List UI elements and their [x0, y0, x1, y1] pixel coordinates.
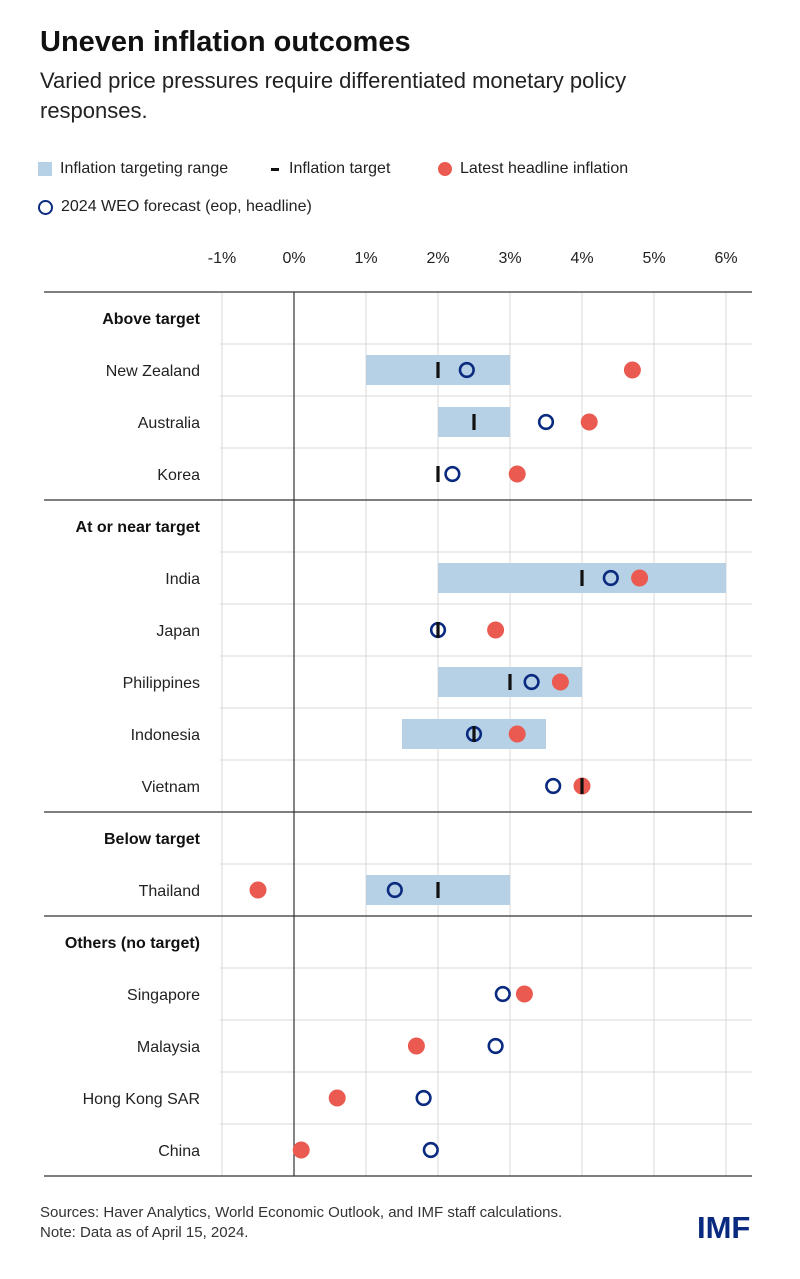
legend-range-swatch	[38, 162, 52, 176]
forecast-circle	[487, 1037, 504, 1055]
inflation-target-tick	[436, 882, 440, 898]
latest-inflation-dot	[508, 465, 526, 483]
legend-latest: Latest headline inflation	[438, 160, 628, 178]
inflation-target-tick	[436, 622, 440, 638]
inflation-target-tick	[580, 570, 584, 586]
legend-forecast-label: 2024 WEO forecast (eop, headline)	[61, 198, 312, 215]
country-label: Malaysia	[137, 1039, 200, 1056]
forecast-circle	[422, 1141, 439, 1159]
x-tick-label: 0%	[282, 250, 305, 267]
x-tick-label: 2%	[426, 250, 449, 267]
legend-range-label: Inflation targeting range	[60, 160, 229, 177]
legend-latest-swatch	[438, 162, 452, 176]
forecast-circle	[602, 569, 619, 587]
legend-target-swatch	[271, 167, 279, 171]
legend-target: Inflation target	[271, 160, 390, 178]
legend-forecast: 2024 WEO forecast (eop, headline)	[38, 198, 312, 216]
forecast-circle	[545, 777, 562, 795]
latest-inflation-dot	[508, 725, 526, 743]
sources-note: Sources: Haver Analytics, World Economic…	[40, 1204, 563, 1221]
country-label: New Zealand	[106, 363, 200, 380]
chart-subtitle: Varied price pressures require different…	[40, 68, 627, 123]
latest-inflation-dot	[631, 569, 649, 587]
latest-inflation-dot	[328, 1089, 346, 1107]
country-label: Australia	[138, 415, 200, 432]
latest-inflation-dot	[292, 1141, 310, 1159]
legend-range: Inflation targeting range	[38, 160, 228, 178]
latest-inflation-dot	[487, 621, 505, 639]
country-label: Vietnam	[142, 779, 200, 796]
latest-inflation-dot	[623, 361, 641, 379]
latest-inflation-dot	[249, 881, 267, 899]
chart-title: Uneven inflation outcomes	[40, 26, 411, 58]
x-tick-label: 6%	[714, 250, 737, 267]
country-label: Philippines	[123, 675, 200, 692]
legend-latest-label: Latest headline inflation	[460, 160, 629, 177]
chart-footer: Sources: Haver Analytics, World Economic…	[40, 1203, 562, 1243]
inflation-target-tick	[436, 466, 440, 482]
legend-forecast-swatch	[38, 199, 53, 215]
inflation-chart: -1% 0% 1% 2% 3% 4% 5% 6% Above target New Zealand…	[44, 250, 752, 1177]
inflation-target-tick	[580, 778, 584, 794]
legend-target-label: Inflation target	[289, 160, 391, 177]
latest-inflation-dot	[515, 985, 533, 1003]
x-tick-label: 4%	[570, 250, 593, 267]
forecast-circle	[523, 673, 540, 691]
inflation-target-tick	[508, 674, 512, 690]
inflation-target-tick	[436, 362, 440, 378]
country-label: China	[158, 1143, 200, 1160]
group-heading: Below target	[104, 831, 201, 848]
x-tick-label: 5%	[642, 250, 665, 267]
country-label: India	[165, 571, 200, 588]
country-label: Hong Kong SAR	[83, 1091, 200, 1108]
latest-inflation-dot	[407, 1037, 425, 1055]
inflation-target-tick	[472, 726, 476, 742]
forecast-circle	[494, 985, 511, 1003]
group-heading: At or near target	[76, 519, 201, 536]
imf-logo: IMF	[697, 1210, 751, 1245]
inflation-target-tick	[472, 414, 476, 430]
country-label: Japan	[156, 623, 200, 640]
x-tick-label: -1%	[208, 250, 236, 267]
country-label: Singapore	[127, 987, 200, 1004]
group-heading: Others (no target)	[65, 935, 200, 952]
group-heading: Above target	[102, 311, 200, 328]
country-label: Thailand	[139, 883, 200, 900]
x-tick-label: 1%	[354, 250, 377, 267]
forecast-circle	[386, 881, 403, 899]
forecast-circle	[415, 1089, 432, 1107]
data-date-note: Note: Data as of April 15, 2024.	[40, 1224, 249, 1241]
forecast-circle	[537, 413, 555, 431]
forecast-circle	[444, 465, 461, 483]
country-label: Korea	[157, 467, 200, 484]
latest-inflation-dot	[580, 413, 598, 431]
x-tick-label: 3%	[498, 250, 521, 267]
latest-inflation-dot	[551, 673, 569, 691]
forecast-circle	[458, 361, 475, 379]
country-label: Indonesia	[131, 727, 200, 744]
